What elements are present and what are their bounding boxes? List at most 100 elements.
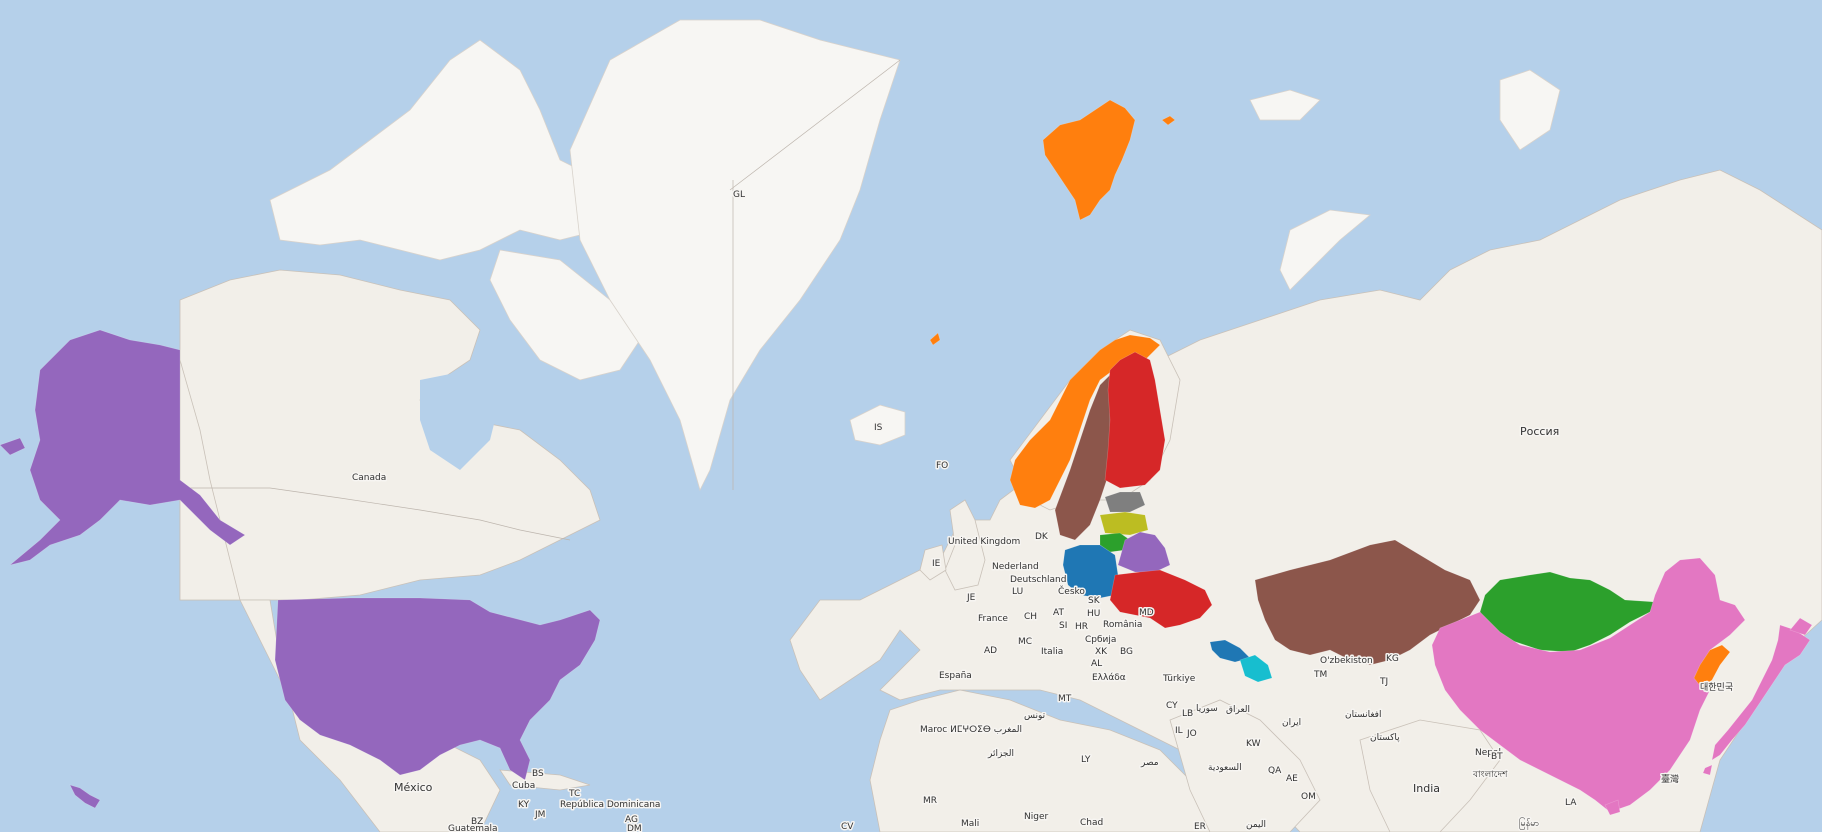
- label-germany: Deutschland: [1010, 575, 1066, 585]
- label-russia: Россия: [1520, 425, 1559, 438]
- label-malta: MT: [1058, 694, 1072, 704]
- label-iran: ایران: [1282, 718, 1301, 728]
- country-estonia[interactable]: [1104, 491, 1146, 513]
- country-china-hainan[interactable]: [1604, 799, 1621, 816]
- label-switzerland: CH: [1024, 612, 1037, 622]
- us-canada-border: [180, 487, 571, 541]
- label-india: India: [1413, 782, 1440, 795]
- label-luxembourg: LU: [1012, 587, 1023, 597]
- label-slovakia: SK: [1088, 596, 1101, 606]
- label-israel: IL: [1175, 726, 1183, 736]
- label-niger: Niger: [1024, 812, 1048, 822]
- label-algeria: الجزائر: [987, 749, 1014, 759]
- label-ireland: IE: [932, 559, 941, 569]
- ireland: [919, 544, 947, 581]
- label-greenland: GL: [733, 190, 745, 200]
- novaya-zemlya: [1279, 209, 1371, 291]
- label-slovenia: SI: [1059, 621, 1067, 631]
- label-greece: Ελλάδα: [1092, 673, 1126, 683]
- label-nepal: Nepal: [1475, 748, 1501, 758]
- label-iraq: العراق: [1226, 705, 1250, 715]
- canada-arctic-islands: [269, 39, 621, 261]
- greenland-ice-line: [729, 59, 901, 191]
- label-qatar: QA: [1268, 766, 1282, 776]
- label-kuwait: KW: [1246, 739, 1261, 749]
- label-albania: AL: [1091, 659, 1102, 669]
- label-austria: AT: [1053, 608, 1064, 618]
- label-czech: Česko: [1058, 585, 1085, 597]
- label-turkey: Türkiye: [1162, 674, 1196, 684]
- country-usa-hawaii[interactable]: [69, 784, 101, 809]
- country-japan-okinawa[interactable]: [1702, 764, 1713, 776]
- country-kazakhstan[interactable]: [1254, 539, 1481, 666]
- baffin-island: [489, 249, 641, 381]
- country-norway-svalbard[interactable]: [1042, 99, 1136, 221]
- label-myanmar: မြန်မာ: [1519, 817, 1539, 830]
- label-italy: Italia: [1041, 647, 1063, 657]
- country-azerbaijan[interactable]: [1239, 654, 1273, 683]
- severnaya-zemlya: [1499, 69, 1561, 151]
- label-monaco: MC: [1018, 637, 1032, 647]
- label-turkmenistan: TM: [1313, 670, 1327, 680]
- label-moldova: MD: [1139, 608, 1154, 618]
- label-pakistan: پاکستان: [1370, 733, 1400, 743]
- country-korea[interactable]: [1693, 644, 1731, 689]
- label-bulgaria: BG: [1120, 647, 1133, 657]
- country-norway[interactable]: [1009, 334, 1161, 509]
- label-egypt: مصر: [1140, 758, 1159, 768]
- label-jordan: JO: [1186, 729, 1197, 739]
- label-jersey: JE: [966, 593, 976, 603]
- country-usa[interactable]: [274, 597, 601, 781]
- label-dominican: República Dominicana: [560, 800, 660, 810]
- label-chad: Chad: [1080, 818, 1103, 828]
- label-guatemala: Guatemala: [448, 824, 498, 832]
- franz-josef-islands: [1249, 89, 1321, 121]
- label-france: France: [978, 614, 1008, 624]
- country-norway-svalbard-east[interactable]: [1161, 115, 1176, 126]
- label-iceland: IS: [874, 423, 883, 433]
- country-finland[interactable]: [1104, 351, 1166, 489]
- label-canada: Canada: [352, 473, 386, 483]
- country-belarus[interactable]: [1117, 531, 1171, 573]
- country-ukraine[interactable]: [1109, 569, 1213, 629]
- label-romania: România: [1103, 620, 1142, 630]
- label-tunisia: تونس: [1024, 711, 1046, 721]
- label-eritrea: ER: [1194, 822, 1206, 832]
- label-jamaica: JM: [534, 810, 545, 820]
- label-hungary: HU: [1087, 609, 1100, 619]
- india: [1359, 719, 1501, 832]
- country-usa-aleutians[interactable]: [0, 437, 26, 456]
- country-japan-hokkaido[interactable]: [1789, 617, 1813, 636]
- label-kyrgyzstan: KG: [1386, 654, 1399, 664]
- label-morocco: Maroc ⵍⵎⵖⵔⵉⴱ المغرب: [920, 725, 1022, 735]
- label-afghanistan: افغانستان: [1345, 710, 1382, 720]
- label-bahamas: BS: [532, 769, 544, 779]
- country-norway-janmayen[interactable]: [929, 332, 941, 346]
- country-japan[interactable]: [1711, 624, 1811, 761]
- label-kosovo: XK: [1095, 647, 1108, 657]
- label-uzbekistan: O'zbekiston: [1320, 656, 1373, 666]
- arabia: [1169, 699, 1321, 832]
- label-serbia: Србија: [1085, 635, 1116, 645]
- label-korea: 대한민국: [1700, 682, 1733, 693]
- label-mali: Mali: [961, 819, 979, 829]
- label-uae: AE: [1286, 774, 1298, 784]
- label-bhutan: BT: [1491, 752, 1503, 762]
- country-latvia[interactable]: [1099, 511, 1149, 536]
- north-america-west: [179, 359, 301, 721]
- label-saudi: السعودية: [1208, 763, 1242, 773]
- canada-mainland: [179, 269, 601, 601]
- label-mauritania: MR: [923, 796, 937, 806]
- great-britain: [944, 499, 986, 591]
- africa: [869, 689, 1231, 832]
- country-usa-alaska[interactable]: [9, 329, 246, 566]
- label-lebanon: LB: [1182, 709, 1193, 719]
- iceland: [849, 404, 906, 446]
- label-netherlands: Nederland: [992, 562, 1039, 572]
- label-cuba: Cuba: [512, 781, 535, 791]
- label-laos: LA: [1565, 798, 1577, 808]
- label-denmark: DK: [1035, 532, 1049, 542]
- label-uk: United Kingdom: [948, 537, 1020, 547]
- label-capeverde: CV: [841, 822, 854, 832]
